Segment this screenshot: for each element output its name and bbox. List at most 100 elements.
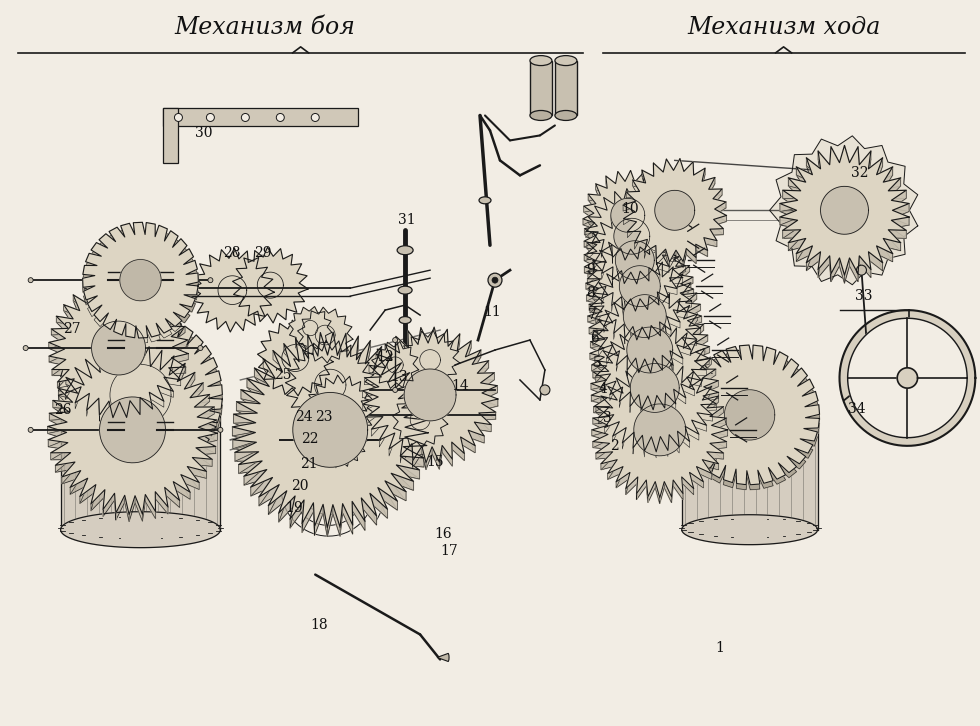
Ellipse shape — [530, 56, 552, 65]
Circle shape — [208, 277, 213, 282]
Polygon shape — [109, 401, 113, 424]
Polygon shape — [190, 248, 274, 332]
Polygon shape — [642, 170, 654, 182]
Polygon shape — [660, 322, 671, 336]
Polygon shape — [401, 456, 424, 467]
Polygon shape — [670, 351, 683, 364]
Polygon shape — [647, 480, 648, 502]
Polygon shape — [241, 390, 264, 404]
Polygon shape — [111, 279, 118, 300]
Polygon shape — [584, 189, 679, 284]
Polygon shape — [404, 369, 456, 421]
Polygon shape — [74, 295, 88, 310]
Polygon shape — [371, 341, 418, 388]
Polygon shape — [680, 289, 694, 299]
Polygon shape — [148, 286, 150, 309]
Polygon shape — [363, 327, 498, 462]
Polygon shape — [165, 487, 179, 507]
Circle shape — [393, 338, 398, 343]
Polygon shape — [172, 354, 188, 364]
Polygon shape — [818, 252, 820, 277]
Polygon shape — [608, 386, 623, 399]
Polygon shape — [289, 306, 332, 350]
Polygon shape — [634, 209, 639, 227]
Polygon shape — [637, 477, 638, 499]
Polygon shape — [592, 368, 728, 504]
Polygon shape — [388, 363, 402, 391]
Polygon shape — [173, 481, 190, 499]
Polygon shape — [623, 296, 634, 313]
Polygon shape — [343, 504, 353, 534]
Polygon shape — [669, 277, 683, 284]
Polygon shape — [588, 266, 702, 379]
Text: 19: 19 — [285, 501, 303, 515]
Polygon shape — [627, 222, 636, 237]
Polygon shape — [369, 494, 387, 518]
Polygon shape — [626, 473, 630, 494]
Polygon shape — [311, 410, 350, 450]
Polygon shape — [665, 393, 676, 410]
Polygon shape — [621, 271, 624, 290]
Polygon shape — [662, 212, 672, 224]
Polygon shape — [160, 351, 162, 377]
Polygon shape — [61, 390, 220, 530]
Polygon shape — [583, 176, 672, 266]
Polygon shape — [124, 278, 128, 301]
Circle shape — [393, 388, 398, 393]
Polygon shape — [639, 259, 645, 280]
Polygon shape — [649, 268, 660, 281]
Polygon shape — [80, 478, 88, 503]
Polygon shape — [613, 219, 650, 254]
Polygon shape — [58, 370, 70, 388]
Polygon shape — [623, 295, 666, 338]
Polygon shape — [859, 256, 871, 277]
Polygon shape — [584, 261, 596, 273]
Polygon shape — [647, 211, 648, 229]
Polygon shape — [696, 348, 705, 367]
Polygon shape — [379, 425, 388, 447]
Polygon shape — [636, 407, 683, 453]
Polygon shape — [481, 399, 498, 410]
Polygon shape — [714, 202, 726, 215]
Text: 3: 3 — [603, 411, 612, 425]
Polygon shape — [115, 493, 116, 520]
Polygon shape — [479, 412, 496, 420]
Polygon shape — [48, 422, 67, 433]
Polygon shape — [700, 358, 711, 375]
Polygon shape — [198, 433, 218, 444]
Polygon shape — [613, 319, 616, 339]
Polygon shape — [197, 407, 215, 424]
Polygon shape — [680, 345, 819, 485]
Polygon shape — [630, 249, 638, 265]
Text: 21: 21 — [300, 457, 318, 471]
Polygon shape — [858, 147, 859, 173]
Polygon shape — [690, 473, 704, 488]
Polygon shape — [601, 452, 612, 470]
Polygon shape — [625, 297, 664, 335]
Polygon shape — [596, 407, 612, 414]
Polygon shape — [616, 467, 623, 488]
Polygon shape — [667, 317, 680, 328]
Polygon shape — [666, 244, 679, 253]
Wedge shape — [437, 653, 449, 661]
Circle shape — [241, 113, 249, 121]
Polygon shape — [656, 481, 660, 504]
Polygon shape — [620, 335, 632, 351]
Polygon shape — [593, 371, 609, 378]
Polygon shape — [394, 372, 410, 399]
Polygon shape — [74, 367, 92, 385]
Polygon shape — [357, 336, 359, 369]
Bar — [530, 60, 552, 115]
Polygon shape — [468, 431, 484, 443]
Polygon shape — [71, 470, 80, 494]
Circle shape — [276, 113, 284, 121]
Polygon shape — [592, 362, 728, 498]
Polygon shape — [686, 248, 696, 264]
Polygon shape — [645, 240, 648, 258]
Polygon shape — [868, 151, 871, 177]
Polygon shape — [682, 282, 691, 301]
Polygon shape — [612, 293, 613, 311]
Polygon shape — [346, 333, 347, 366]
Polygon shape — [85, 359, 100, 380]
Polygon shape — [840, 310, 975, 446]
